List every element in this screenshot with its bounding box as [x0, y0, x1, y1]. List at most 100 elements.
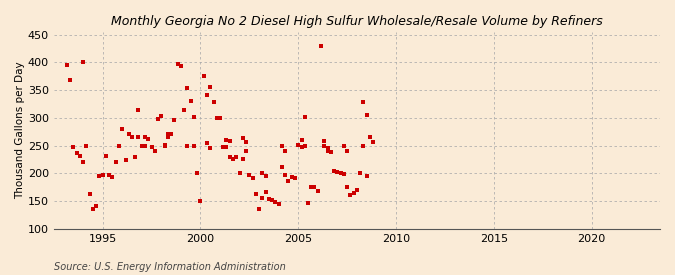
Point	[358, 143, 369, 148]
Point	[201, 141, 212, 145]
Point	[192, 171, 202, 175]
Point	[78, 60, 88, 65]
Point	[208, 100, 219, 104]
Point	[361, 112, 372, 117]
Point	[133, 135, 144, 139]
Point	[332, 170, 343, 174]
Point	[65, 77, 76, 82]
Point	[188, 143, 199, 148]
Point	[238, 157, 248, 162]
Point	[306, 184, 317, 189]
Point	[283, 179, 294, 183]
Point	[342, 149, 352, 153]
Point	[279, 149, 290, 153]
Point	[97, 173, 108, 177]
Point	[172, 62, 183, 66]
Point	[136, 144, 147, 148]
Point	[322, 148, 333, 153]
Point	[153, 117, 163, 122]
Point	[198, 73, 209, 78]
Point	[296, 145, 307, 149]
Point	[185, 98, 196, 103]
Point	[130, 155, 140, 160]
Point	[273, 202, 284, 207]
Point	[293, 143, 304, 147]
Point	[140, 143, 151, 148]
Point	[364, 135, 375, 139]
Point	[146, 144, 157, 149]
Point	[319, 143, 329, 148]
Point	[260, 190, 271, 194]
Point	[277, 143, 288, 148]
Point	[358, 100, 369, 104]
Point	[127, 134, 138, 139]
Point	[247, 175, 258, 180]
Point	[257, 196, 268, 200]
Point	[201, 93, 212, 97]
Point	[68, 144, 79, 149]
Y-axis label: Thousand Gallons per Day: Thousand Gallons per Day	[15, 62, 25, 199]
Point	[338, 143, 349, 148]
Point	[244, 173, 254, 178]
Point	[78, 160, 88, 164]
Point	[101, 153, 111, 158]
Point	[286, 175, 297, 179]
Point	[338, 172, 349, 177]
Point	[221, 138, 232, 142]
Point	[124, 132, 134, 136]
Point	[309, 185, 320, 189]
Point	[182, 86, 193, 91]
Point	[149, 148, 160, 153]
Point	[224, 139, 235, 143]
Point	[227, 157, 238, 162]
Point	[355, 171, 366, 175]
Point	[322, 146, 333, 150]
Point	[88, 207, 99, 211]
Point	[163, 134, 173, 139]
Point	[120, 158, 131, 163]
Point	[329, 169, 340, 173]
Point	[84, 191, 95, 196]
Point	[299, 115, 310, 119]
Text: Source: U.S. Energy Information Administration: Source: U.S. Energy Information Administ…	[54, 262, 286, 272]
Point	[156, 114, 167, 118]
Point	[159, 143, 170, 148]
Point	[240, 140, 251, 144]
Point	[104, 173, 115, 177]
Point	[279, 173, 290, 178]
Point	[240, 149, 251, 153]
Point	[290, 175, 300, 180]
Point	[195, 199, 206, 203]
Point	[224, 154, 235, 159]
Point	[299, 143, 310, 148]
Point	[188, 114, 199, 119]
Point	[342, 184, 352, 189]
Point	[348, 191, 359, 195]
Point	[260, 174, 271, 178]
Point	[218, 145, 229, 149]
Point	[182, 143, 193, 148]
Point	[61, 63, 72, 67]
Point	[277, 165, 288, 169]
Point	[345, 193, 356, 197]
Point	[140, 134, 151, 139]
Point	[72, 150, 82, 155]
Point	[221, 144, 232, 149]
Point	[107, 175, 118, 179]
Point	[113, 143, 124, 148]
Point	[176, 64, 186, 68]
Point	[205, 146, 215, 150]
Point	[215, 116, 225, 120]
Point	[234, 171, 245, 175]
Point	[211, 116, 222, 120]
Point	[335, 170, 346, 175]
Point	[163, 132, 173, 137]
Point	[319, 138, 329, 143]
Point	[159, 143, 170, 147]
Point	[74, 153, 85, 158]
Point	[117, 127, 128, 132]
Point	[267, 198, 277, 203]
Point	[205, 85, 215, 89]
Point	[316, 44, 327, 49]
Point	[179, 107, 190, 112]
